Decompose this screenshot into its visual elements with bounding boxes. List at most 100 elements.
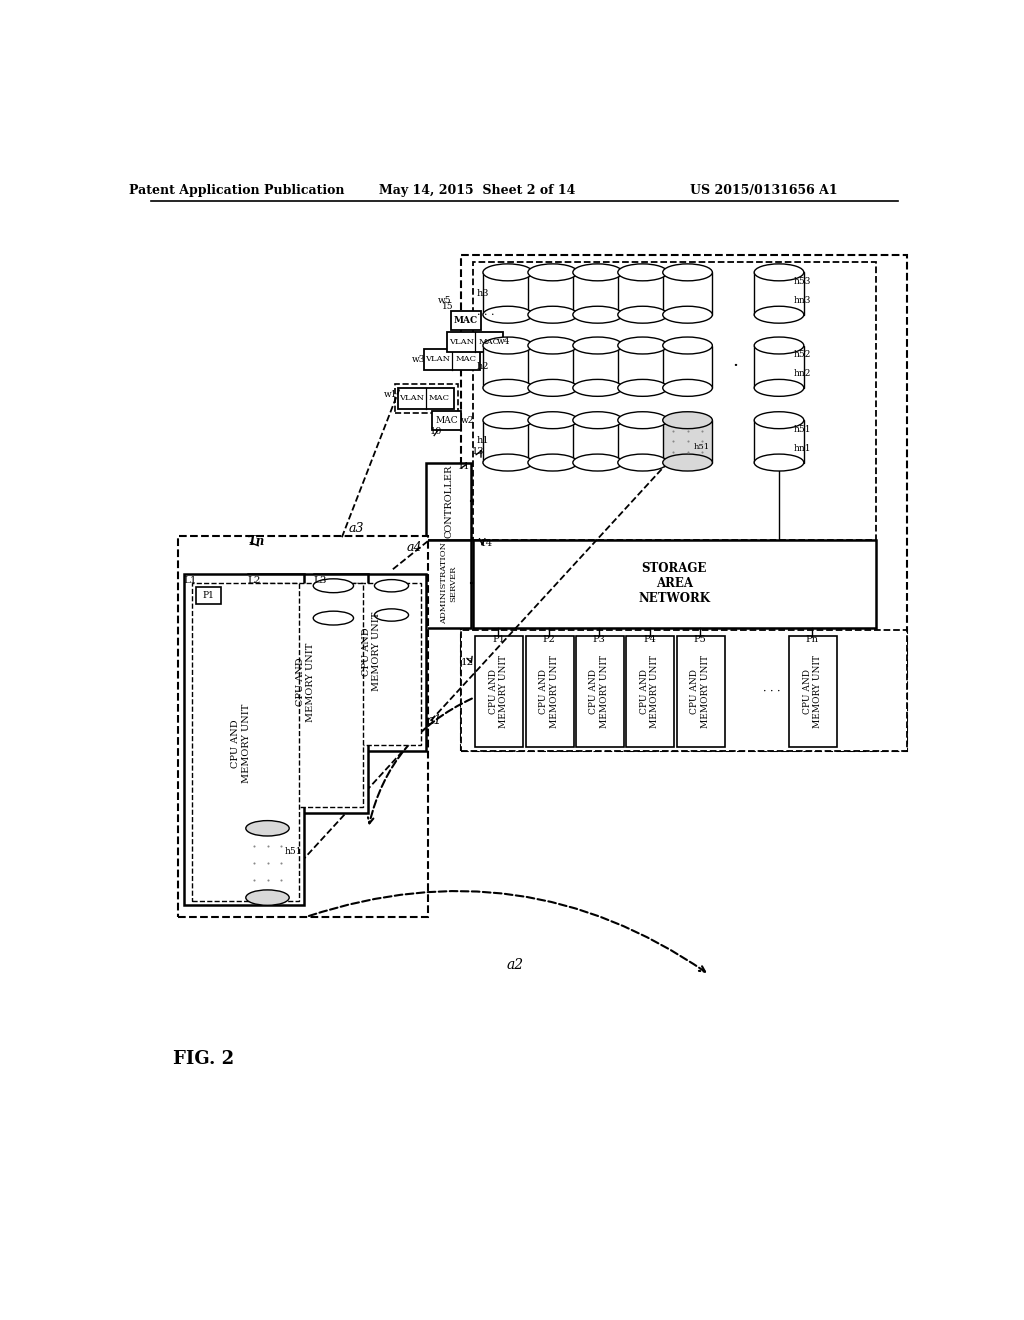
Ellipse shape	[375, 609, 409, 622]
Bar	[663, 420, 713, 462]
Bar	[375, 586, 409, 615]
Ellipse shape	[617, 412, 668, 429]
Text: h52: h52	[794, 350, 811, 359]
Ellipse shape	[755, 379, 804, 396]
Bar	[452, 312, 480, 330]
Text: P1: P1	[203, 591, 215, 601]
Ellipse shape	[483, 306, 532, 323]
Bar	[663, 346, 713, 388]
Text: 14: 14	[480, 539, 494, 548]
Bar	[528, 420, 578, 462]
Bar	[191, 583, 299, 900]
Ellipse shape	[528, 264, 578, 281]
Ellipse shape	[572, 412, 623, 429]
Ellipse shape	[313, 578, 353, 593]
Text: CPU AND
MEMORY UNIT: CPU AND MEMORY UNIT	[690, 655, 710, 727]
Bar	[314, 574, 426, 751]
Bar	[322, 583, 421, 744]
Text: h3: h3	[477, 289, 489, 297]
Bar	[483, 272, 532, 314]
Ellipse shape	[246, 821, 289, 836]
Ellipse shape	[663, 306, 713, 323]
Text: P3: P3	[593, 635, 605, 644]
Bar	[617, 420, 668, 462]
Text: MAC: MAC	[435, 416, 458, 425]
Text: CPU AND
MEMORY UNIT: CPU AND MEMORY UNIT	[590, 655, 609, 727]
Text: ·: ·	[732, 358, 738, 375]
Ellipse shape	[528, 337, 578, 354]
Bar	[426, 540, 471, 628]
Ellipse shape	[483, 337, 532, 354]
Ellipse shape	[528, 379, 578, 396]
Ellipse shape	[246, 890, 289, 906]
Bar	[473, 263, 876, 540]
Bar	[473, 540, 876, 628]
Bar	[461, 255, 907, 751]
Text: a1: a1	[426, 714, 442, 727]
Bar	[572, 272, 623, 314]
Text: May 14, 2015  Sheet 2 of 14: May 14, 2015 Sheet 2 of 14	[379, 185, 574, 197]
Bar	[617, 346, 668, 388]
Bar	[755, 420, 804, 462]
Text: Pn: Pn	[806, 635, 819, 644]
Ellipse shape	[617, 454, 668, 471]
Ellipse shape	[663, 379, 713, 396]
Text: P4: P4	[643, 635, 656, 644]
Text: CPU AND
MEMORY UNIT: CPU AND MEMORY UNIT	[488, 655, 508, 727]
Text: hn1: hn1	[794, 445, 811, 453]
Text: STORAGE
AREA
NETWORK: STORAGE AREA NETWORK	[638, 562, 711, 605]
Text: h2: h2	[477, 362, 489, 371]
Text: VLAN: VLAN	[399, 393, 424, 401]
Text: w2: w2	[461, 416, 474, 425]
Text: a4: a4	[407, 541, 423, 554]
Text: MAC: MAC	[454, 315, 478, 325]
Ellipse shape	[572, 454, 623, 471]
Text: CONTROLLER: CONTROLLER	[444, 465, 454, 537]
Text: 13: 13	[472, 446, 484, 455]
Text: P1: P1	[492, 635, 505, 644]
Ellipse shape	[617, 379, 668, 396]
Bar	[424, 350, 480, 370]
Text: . . .: . . .	[477, 308, 495, 317]
Ellipse shape	[528, 306, 578, 323]
Text: Tn: Tn	[247, 536, 264, 548]
Text: h53: h53	[794, 277, 811, 286]
Text: 10: 10	[430, 428, 442, 436]
Text: h1: h1	[477, 437, 489, 445]
Bar	[432, 411, 461, 430]
Ellipse shape	[572, 337, 623, 354]
Bar	[248, 574, 369, 813]
Text: MAC: MAC	[456, 355, 476, 363]
Text: ADMINISTRATION
SERVER: ADMINISTRATION SERVER	[440, 543, 458, 624]
Ellipse shape	[755, 337, 804, 354]
Text: CPU AND
MEMORY UNIT: CPU AND MEMORY UNIT	[803, 655, 822, 727]
Ellipse shape	[755, 264, 804, 281]
Text: w3: w3	[412, 355, 425, 364]
Ellipse shape	[755, 412, 804, 429]
Text: FIG. 2: FIG. 2	[173, 1051, 233, 1068]
Bar	[677, 636, 725, 747]
Ellipse shape	[483, 379, 532, 396]
Text: a3: a3	[348, 521, 364, 535]
Ellipse shape	[572, 379, 623, 396]
Bar	[528, 346, 578, 388]
Bar	[183, 574, 304, 906]
Text: P5: P5	[693, 635, 707, 644]
Bar	[483, 346, 532, 388]
Bar	[461, 631, 907, 751]
Ellipse shape	[572, 306, 623, 323]
Text: h51: h51	[694, 444, 711, 451]
Text: VLAN: VLAN	[449, 338, 474, 346]
Text: 11: 11	[458, 462, 470, 471]
Bar	[755, 346, 804, 388]
Ellipse shape	[313, 611, 353, 626]
Text: w5: w5	[437, 296, 451, 305]
Text: CPU AND
MEMORY UNIT: CPU AND MEMORY UNIT	[231, 704, 251, 783]
Ellipse shape	[617, 264, 668, 281]
Text: CPU AND
MEMORY UNIT: CPU AND MEMORY UNIT	[361, 611, 381, 690]
Bar	[397, 388, 454, 409]
Text: a2: a2	[507, 958, 524, 973]
Text: L2: L2	[248, 576, 261, 585]
Bar	[256, 583, 362, 807]
Bar	[572, 346, 623, 388]
